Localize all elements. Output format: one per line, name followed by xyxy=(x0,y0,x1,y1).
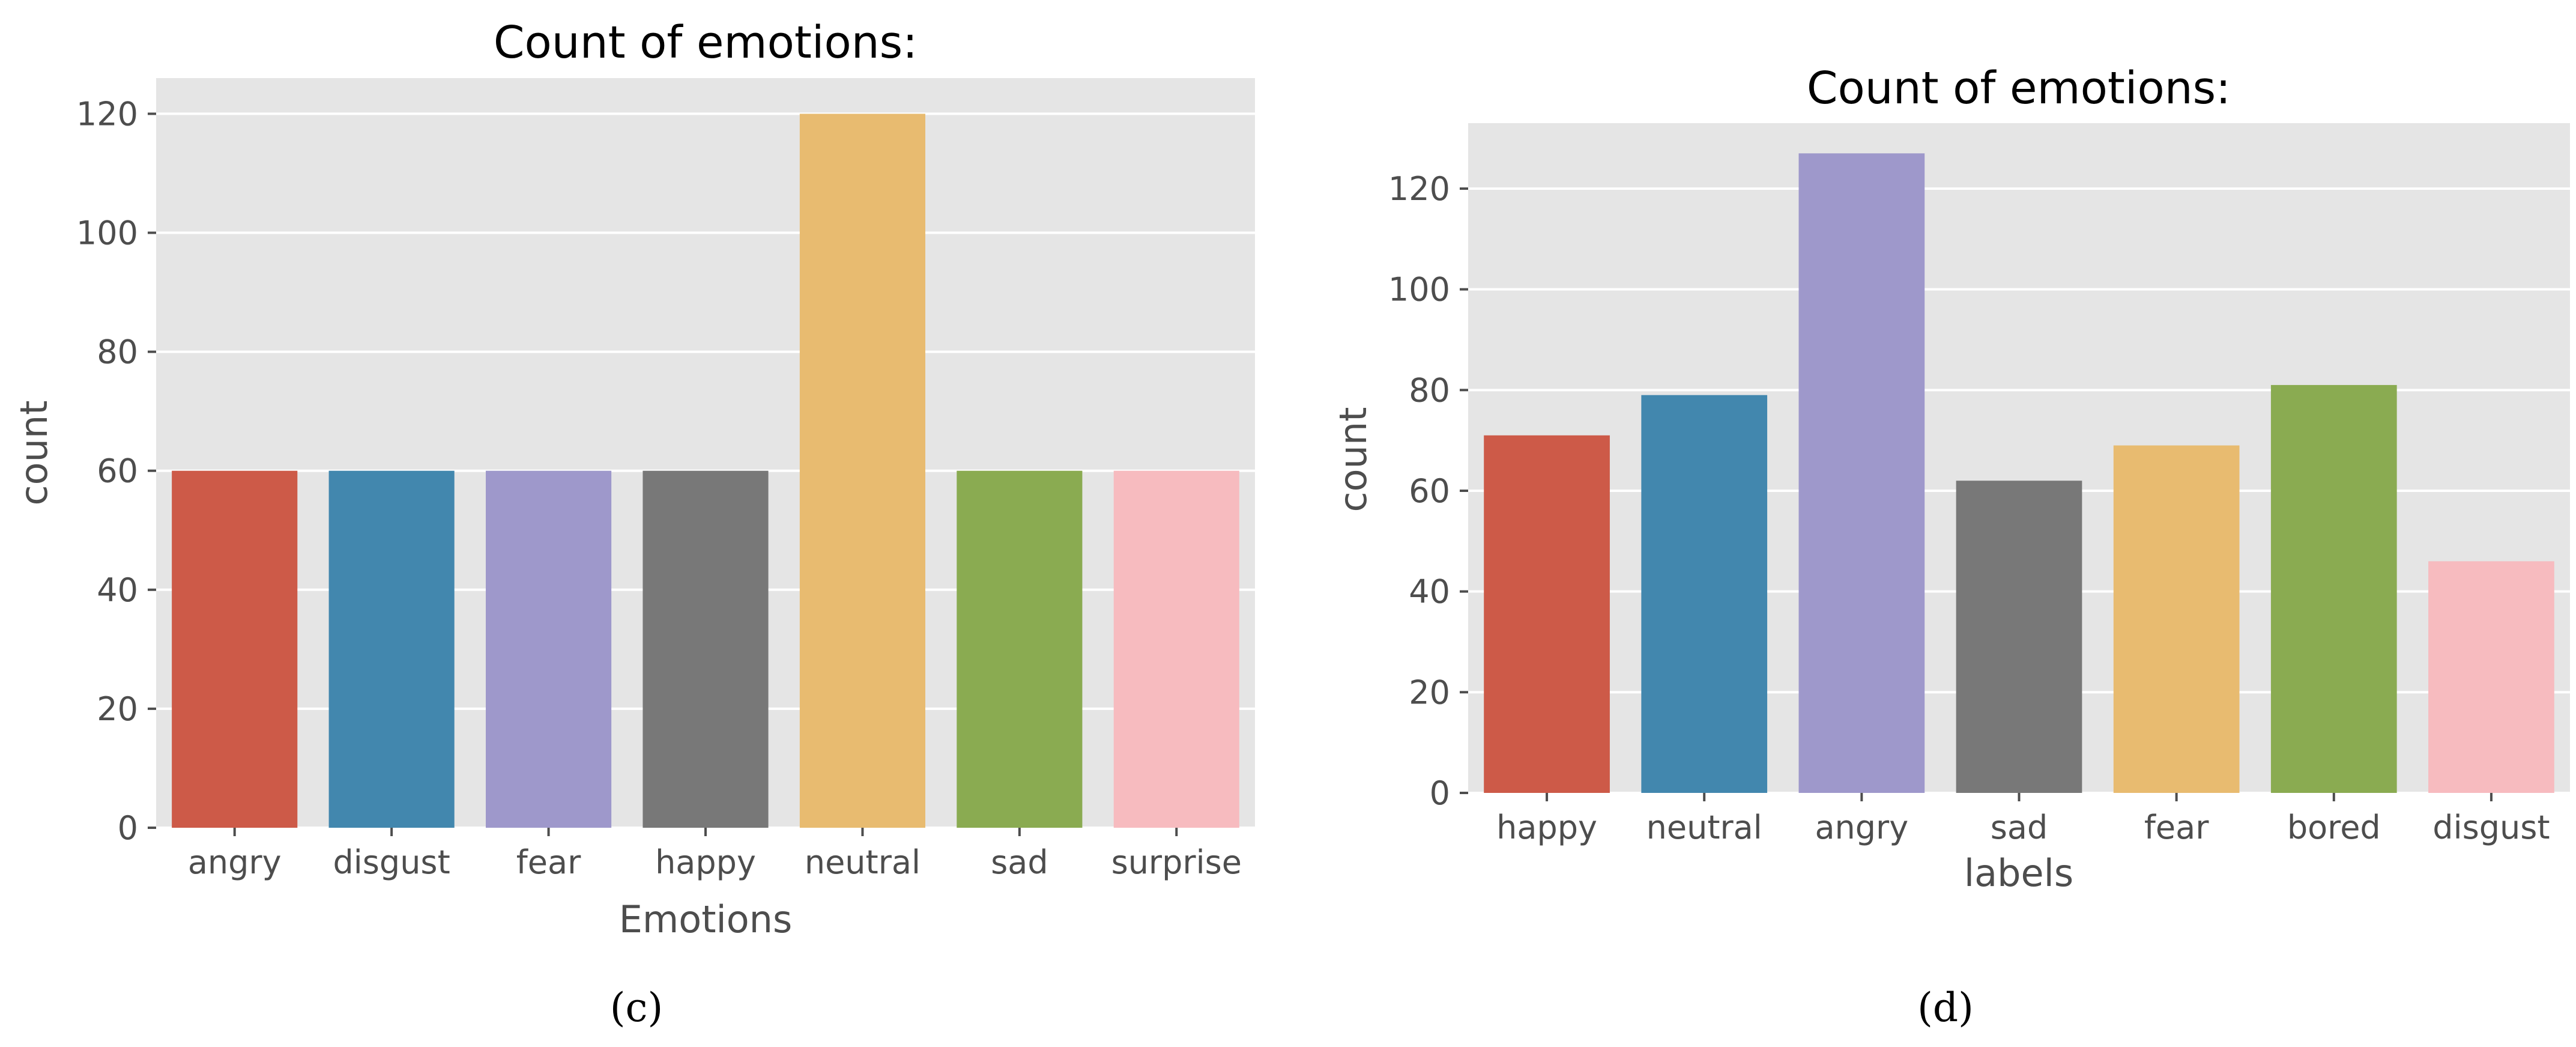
x-tick-label-c-surprise: surprise xyxy=(1111,843,1242,881)
y-ticks-c: 0 20 40 60 80 100 120 xyxy=(76,95,156,847)
bar-c-sad xyxy=(957,470,1083,828)
y-tick-label-d-120: 120 xyxy=(1388,170,1450,208)
bar-c-fear xyxy=(486,470,612,828)
x-tick-label-c-fear: fear xyxy=(516,843,581,881)
chart-title-d: Count of emotions: xyxy=(1807,62,2231,114)
caption-c: (c) xyxy=(610,985,663,1031)
bar-d-happy xyxy=(1484,435,1610,793)
y-tick-label-c-0: 0 xyxy=(118,809,138,847)
x-tick-label-d-happy: happy xyxy=(1496,809,1597,846)
bars-d xyxy=(1484,153,2554,793)
x-tick-label-d-sad: sad xyxy=(1991,809,2048,846)
y-tick-label-c-20: 20 xyxy=(97,690,138,728)
x-tick-label-c-happy: happy xyxy=(655,843,756,881)
x-tick-label-c-angry: angry xyxy=(188,843,282,881)
x-tick-label-d-disgust: disgust xyxy=(2432,809,2550,846)
y-axis-label-d: count xyxy=(1331,407,1375,512)
bar-d-disgust xyxy=(2428,561,2554,793)
x-tick-label-d-neutral: neutral xyxy=(1646,809,1762,846)
x-ticks-d: happy neutral angry sad fear bored disgust xyxy=(1496,793,2550,846)
bar-d-bored xyxy=(2270,384,2397,793)
x-ticks-c: angry disgust fear happy neutral sad surprise xyxy=(188,828,1242,881)
y-tick-label-c-120: 120 xyxy=(76,95,138,133)
bar-d-neutral xyxy=(1641,395,1768,793)
x-tick-label-c-disgust: disgust xyxy=(333,843,450,881)
y-axis-label-c: count xyxy=(12,401,56,506)
bar-d-angry xyxy=(1798,153,1925,793)
y-ticks-d: 0 20 40 60 80 100 120 xyxy=(1388,170,1468,812)
x-tick-label-d-bored: bored xyxy=(2287,809,2381,846)
y-tick-label-c-60: 60 xyxy=(97,452,138,490)
y-tick-label-c-80: 80 xyxy=(97,333,138,371)
bar-c-disgust xyxy=(328,470,455,828)
caption-d: (d) xyxy=(1917,985,1974,1031)
x-tick-label-d-fear: fear xyxy=(2144,809,2209,846)
bar-c-angry xyxy=(172,470,298,828)
y-tick-label-d-60: 60 xyxy=(1409,472,1450,510)
y-tick-label-d-0: 0 xyxy=(1430,774,1450,812)
y-tick-label-c-100: 100 xyxy=(76,214,138,252)
chart-d: 0 20 40 60 80 100 120 happy neutral angry sad fear… xyxy=(1331,62,2570,1031)
chart-c: 0 20 40 60 80 100 120 angry disgust fear happy neu… xyxy=(12,17,1255,1031)
y-tick-label-d-80: 80 xyxy=(1409,371,1450,409)
bar-d-fear xyxy=(2113,445,2240,793)
bars-c xyxy=(172,114,1239,828)
y-tick-label-d-20: 20 xyxy=(1409,673,1450,711)
y-tick-label-c-40: 40 xyxy=(97,571,138,609)
y-tick-label-d-40: 40 xyxy=(1409,573,1450,611)
bar-c-surprise xyxy=(1113,470,1239,828)
x-axis-label-c: Emotions xyxy=(619,897,793,941)
bar-d-sad xyxy=(1956,481,2082,793)
bar-c-happy xyxy=(642,470,769,828)
bar-c-neutral xyxy=(799,114,925,828)
y-tick-label-d-100: 100 xyxy=(1388,271,1450,309)
x-tick-label-c-neutral: neutral xyxy=(805,843,921,881)
x-tick-label-d-angry: angry xyxy=(1815,809,1908,846)
x-axis-label-d: labels xyxy=(1964,851,2073,895)
chart-title-c: Count of emotions: xyxy=(494,17,918,68)
x-tick-label-c-sad: sad xyxy=(991,843,1048,881)
